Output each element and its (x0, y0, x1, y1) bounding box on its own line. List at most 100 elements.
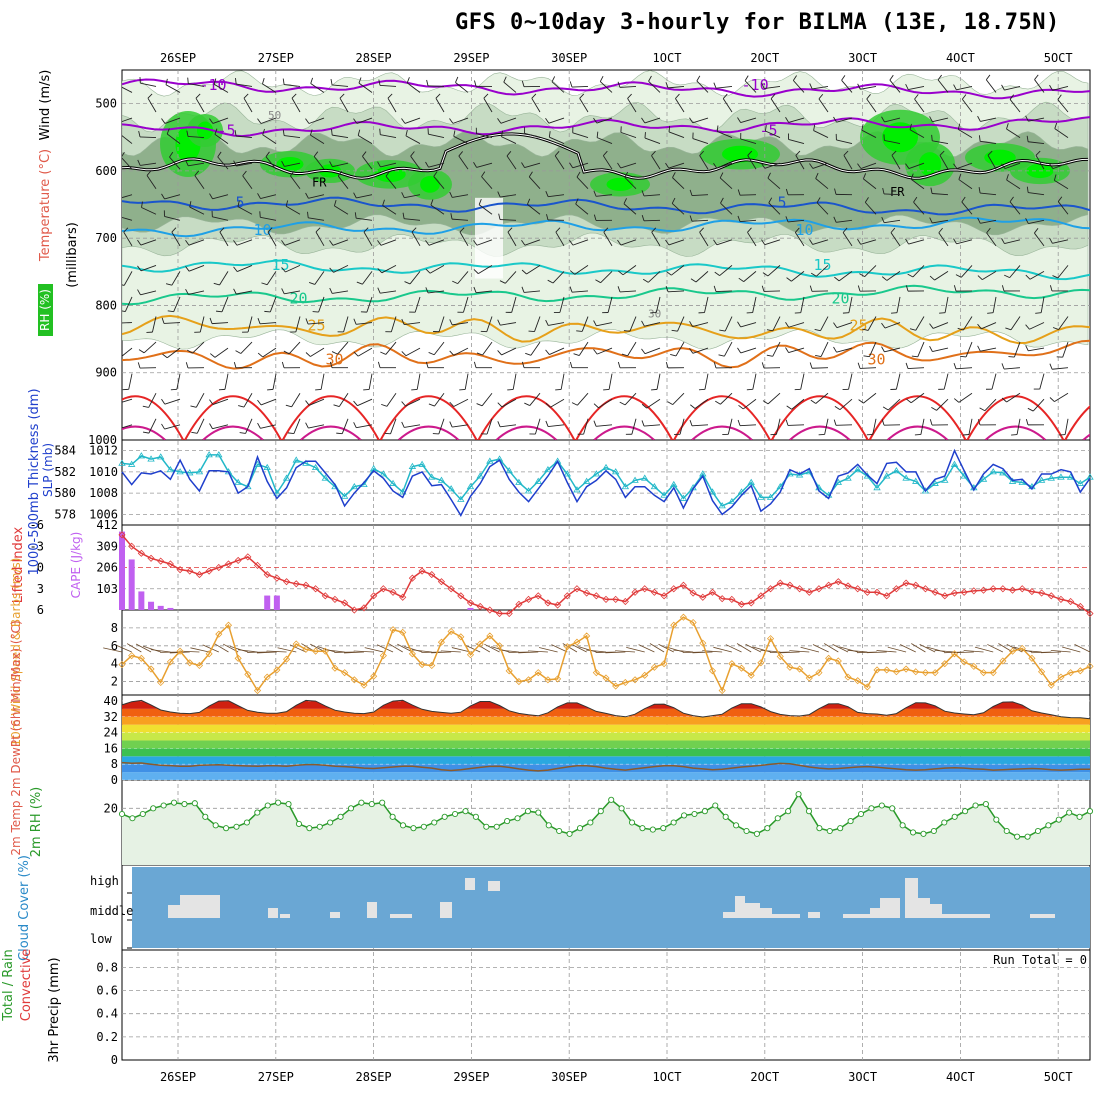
wind-barb-295 (627, 93, 637, 113)
cloud-block-6 (330, 912, 340, 918)
wind-barb-100 (282, 129, 301, 139)
wind-barb-315 (642, 271, 661, 283)
rh2m-series-pt-21 (337, 813, 344, 820)
wind-speed-series-pt-77 (863, 683, 871, 691)
slp-series-pt-9 (205, 451, 213, 458)
wind-speed-series-pt-95 (1038, 668, 1046, 676)
wind-barb-450 (883, 134, 901, 145)
slp-series-pt-79 (883, 472, 891, 479)
surface-arc-10 (1064, 405, 1090, 440)
wind-barb-16 (138, 130, 157, 139)
wind-barb-43 (195, 93, 205, 113)
lifted-index-series-pt-10 (215, 563, 223, 572)
wind-barb-95 (267, 373, 277, 391)
wind-barb-486 (929, 345, 949, 352)
wind-barb-358 (713, 285, 733, 293)
slp-tick-1006: 1006 (89, 507, 118, 521)
wind-barb-371 (738, 271, 757, 282)
wind-barb-292 (593, 398, 613, 409)
wind-barb-367 (747, 150, 757, 170)
slp-series-pt-82 (912, 477, 920, 484)
run-total: Run Total = 0 (993, 953, 1087, 967)
cloud-block-5 (280, 914, 290, 918)
lifted-index-series-pt-66 (757, 592, 765, 600)
sfc-barb-70 (779, 651, 800, 654)
sfc-barb-28 (376, 644, 394, 653)
wind-barb-161 (377, 265, 397, 274)
wind-barb-332 (670, 341, 685, 357)
wind-barb-545 (1025, 418, 1045, 426)
surface-arc-7 (770, 395, 869, 440)
wind-speed-series-pt-8 (195, 661, 204, 670)
sfc-barb-29 (388, 643, 403, 653)
surface-arc-0 (122, 395, 185, 440)
wind-barb-216 (473, 239, 493, 246)
rh2m-series-pt-9 (212, 822, 219, 829)
wind-barb-1 (122, 117, 133, 123)
sfc-barb-25 (344, 651, 365, 654)
wind-barb-214 (481, 171, 493, 190)
wind-barb-471 (909, 316, 925, 331)
rh2m-series-pt-86 (1014, 833, 1021, 840)
wind-speed-series-pt-0 (118, 661, 126, 669)
rh2m-series-pt-49 (628, 819, 636, 826)
wind-barb-424 (834, 188, 853, 196)
slp-series-pt-85 (941, 476, 949, 483)
cloud-block-16 (772, 914, 800, 918)
cape-bar-4 (157, 605, 164, 610)
wind-barb-85 (257, 117, 277, 124)
wind-speed-series-pt-10 (215, 630, 223, 638)
wind-barb-221 (473, 361, 493, 369)
slp-series-pt-6 (176, 468, 184, 475)
lifted-index-series-pt-87 (960, 588, 968, 596)
wind-barb-533 (1025, 115, 1045, 122)
slp-series-pt-75 (844, 474, 852, 481)
wind-speed-series-pt-16 (273, 666, 281, 674)
temp-stripe-4 (122, 740, 1090, 749)
wind-barb-465 (905, 162, 925, 169)
slp-series-pt-20 (311, 463, 320, 471)
rh-shading (122, 70, 1089, 350)
wind-barb-457 (881, 322, 901, 329)
sfc-barb-100 (1074, 644, 1091, 653)
wind-barb-168 (406, 77, 421, 93)
sfc-barb-26 (353, 650, 374, 653)
wind-speed-series-pt-28 (389, 626, 397, 634)
lifted-index-series-pt-7 (186, 567, 194, 575)
wind-barb-154 (378, 79, 397, 87)
lifted-index-series-pt-78 (873, 588, 881, 596)
wind-barb-459 (890, 373, 901, 390)
rh2m-series-pt-3 (150, 805, 157, 812)
slp-series-pt-42 (524, 487, 533, 494)
wind-barb-167 (384, 418, 397, 435)
wind-barb-316 (650, 296, 661, 314)
lifted-index-series-pt-12 (234, 556, 242, 564)
cape-label: CAPE (J/kg) (69, 532, 83, 599)
rh2m-series-pt-5 (170, 799, 178, 806)
wind-barb-88 (257, 193, 277, 199)
wind-barb-323 (675, 93, 685, 113)
wind-barb-528 (1008, 341, 1021, 358)
wind-barb-108 (283, 341, 301, 355)
wind-barb-79 (242, 316, 253, 333)
wind-barb-440 (857, 238, 877, 245)
wind-barb-143 (362, 151, 373, 170)
wind-barb-125 (305, 422, 325, 429)
wind-barb-165 (377, 361, 397, 369)
lifted-index-series-pt-62 (718, 595, 726, 603)
top-day-label-9: 5OCT (1044, 51, 1073, 65)
sfc-barb-41 (499, 649, 519, 653)
wind-barb-497 (955, 265, 973, 278)
sfc-barb-34 (431, 651, 452, 654)
lifted-index-series-pt-42 (524, 595, 533, 603)
rh2m-series-pt-36 (493, 823, 500, 830)
wind-barb-182 (426, 79, 445, 87)
slp-series-pt-35 (457, 495, 465, 502)
wind-barb-38 (162, 347, 181, 359)
wind-barb-202 (459, 227, 469, 247)
wind-barb-178 (401, 347, 421, 357)
wind-barb-509 (977, 217, 997, 224)
cloud-block-8 (390, 914, 412, 918)
cloud-block-21 (905, 878, 918, 918)
main-label-units: (millibars) (65, 222, 80, 288)
